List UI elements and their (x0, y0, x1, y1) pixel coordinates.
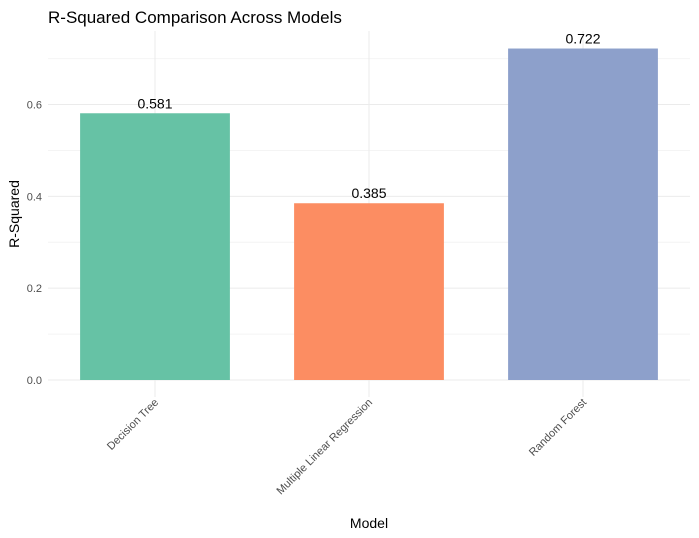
y-axis-title: R-Squared (6, 180, 22, 248)
y-tick-label: 0.2 (27, 283, 42, 295)
data-labels-group: 0.581 0.385 0.722 (137, 31, 600, 202)
chart-title: R-Squared Comparison Across Models (48, 8, 342, 27)
x-tick-label: Multiple Linear Regression (275, 397, 376, 498)
y-tick-label: 0.4 (27, 191, 42, 203)
y-tick-label: 0.0 (27, 375, 42, 387)
y-tick-labels-group: 0.0 0.2 0.4 0.6 (27, 100, 42, 387)
bar-value-label: 0.581 (137, 95, 172, 111)
bar-value-label: 0.722 (565, 31, 600, 47)
x-tick-label: Decision Tree (105, 397, 161, 453)
y-tick-label: 0.6 (27, 100, 42, 112)
x-axis-title: Model (350, 515, 388, 531)
bar (508, 48, 658, 380)
bars-group (80, 48, 658, 380)
bar (80, 113, 230, 380)
x-tick-label: Random Forest (527, 397, 589, 459)
bar (294, 203, 444, 380)
bar-value-label: 0.385 (351, 185, 386, 201)
x-tick-labels-group: Decision Tree Multiple Linear Regression R… (105, 397, 589, 498)
